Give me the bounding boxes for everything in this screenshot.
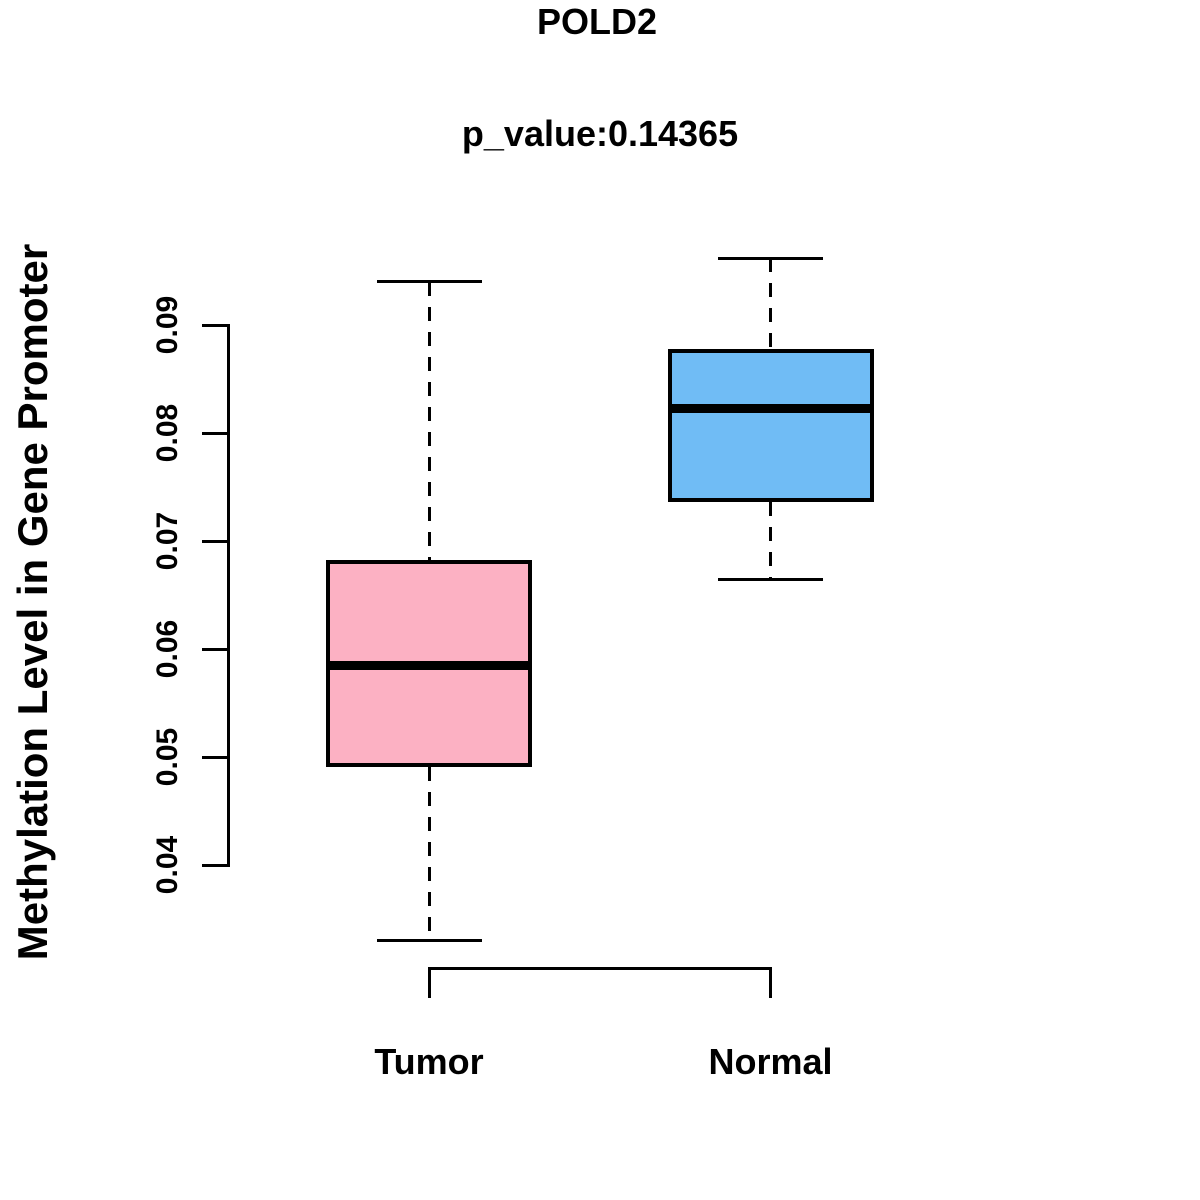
comparison-bracket-left-leg	[427, 966, 431, 998]
lower-whisker-cap-tumor	[376, 939, 482, 943]
comparison-bracket-top	[427, 966, 772, 970]
lower-whisker-cap-normal	[718, 578, 823, 582]
y-axis-tick-label: 0.08	[151, 403, 184, 463]
chart-title: POLD2	[536, 1, 658, 42]
comparison-bracket-right-leg	[769, 966, 772, 998]
median-line-tumor	[326, 660, 532, 670]
lower-whisker-line-normal	[769, 502, 772, 580]
y-axis-tick-label: 0.04	[151, 835, 184, 895]
lower-whisker-line-tumor	[427, 766, 431, 941]
y-axis-tick-label: 0.06	[151, 619, 184, 679]
x-label-normal: Normal	[708, 1041, 833, 1082]
median-line-normal	[667, 403, 874, 413]
upper-whisker-cap-tumor	[376, 280, 482, 284]
upper-whisker-cap-normal	[718, 256, 823, 260]
y-axis-tick-label: 0.05	[151, 727, 184, 787]
y-axis-tick	[202, 324, 227, 327]
y-axis-tick-label: 0.07	[151, 511, 184, 571]
y-axis-tick	[202, 648, 227, 651]
y-axis-tick	[202, 432, 227, 435]
upper-whisker-line-tumor	[427, 281, 431, 561]
y-axis-line	[227, 324, 230, 867]
box-normal	[667, 348, 874, 503]
upper-whisker-line-normal	[769, 258, 772, 349]
x-label-tumor: Tumor	[374, 1041, 484, 1082]
y-axis-tick	[202, 540, 227, 543]
y-axis-tick	[202, 756, 227, 759]
y-axis-tick	[202, 864, 227, 867]
chart-subtitle-pvalue: p_value:0.14365	[461, 113, 739, 154]
y-axis-tick-label: 0.09	[151, 295, 184, 355]
